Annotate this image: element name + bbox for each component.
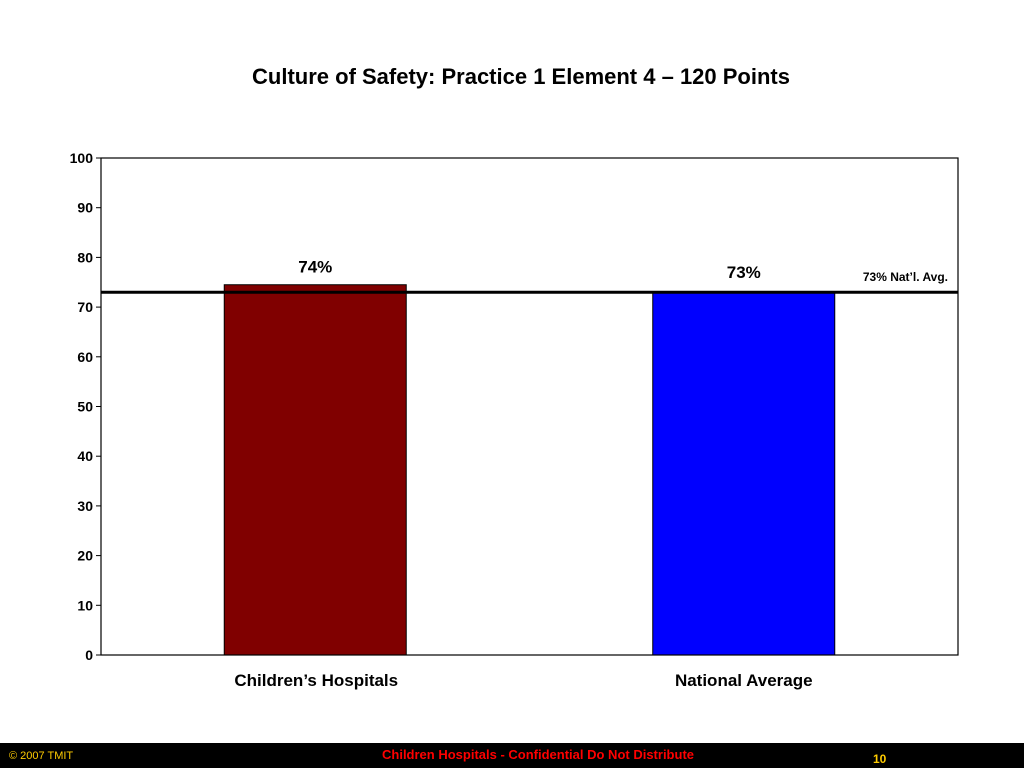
footer-bar: © 2007 TMIT Children Hospitals - Confide… xyxy=(0,743,1024,768)
y-tick-label: 20 xyxy=(77,548,93,564)
y-tick-label: 40 xyxy=(77,448,93,464)
bar-data-label: 74% xyxy=(298,258,332,277)
y-tick-label: 70 xyxy=(77,299,93,315)
bar-chart: 0 10 20 30 40 50 60 70 80 90 100 73% Nat’l. Avg. 7… xyxy=(70,150,959,690)
page-number: 10 xyxy=(873,752,887,766)
copyright-text: © 2007 TMIT xyxy=(9,750,74,762)
plot-area-border xyxy=(100,157,959,656)
y-tick-label: 0 xyxy=(85,647,93,663)
y-tick-label: 30 xyxy=(77,498,93,514)
x-category-label: National Average xyxy=(675,671,813,690)
y-tick-label: 100 xyxy=(70,150,94,166)
y-tick-label: 60 xyxy=(77,349,93,365)
y-tick-label: 80 xyxy=(77,249,93,265)
y-tick-label: 90 xyxy=(77,200,93,216)
bar-data-label: 73% xyxy=(727,263,761,282)
national-average-reference-label: 73% Nat’l. Avg. xyxy=(863,270,948,284)
bar-childrens-hospitals xyxy=(223,284,407,656)
bar-national-average xyxy=(652,291,836,656)
y-tick-label: 50 xyxy=(77,399,93,415)
x-category-label: Children’s Hospitals xyxy=(234,671,398,690)
x-axis-labels: Children’s Hospitals National Average xyxy=(234,671,812,690)
chart-title: Culture of Safety: Practice 1 Element 4 … xyxy=(252,64,790,89)
data-labels: 74% 73% xyxy=(298,258,761,282)
y-tick-label: 10 xyxy=(77,597,93,613)
confidential-notice: Children Hospitals - Confidential Do Not… xyxy=(382,747,694,762)
bars xyxy=(223,284,836,656)
y-axis-ticks: 0 10 20 30 40 50 60 70 80 90 100 xyxy=(70,150,101,663)
